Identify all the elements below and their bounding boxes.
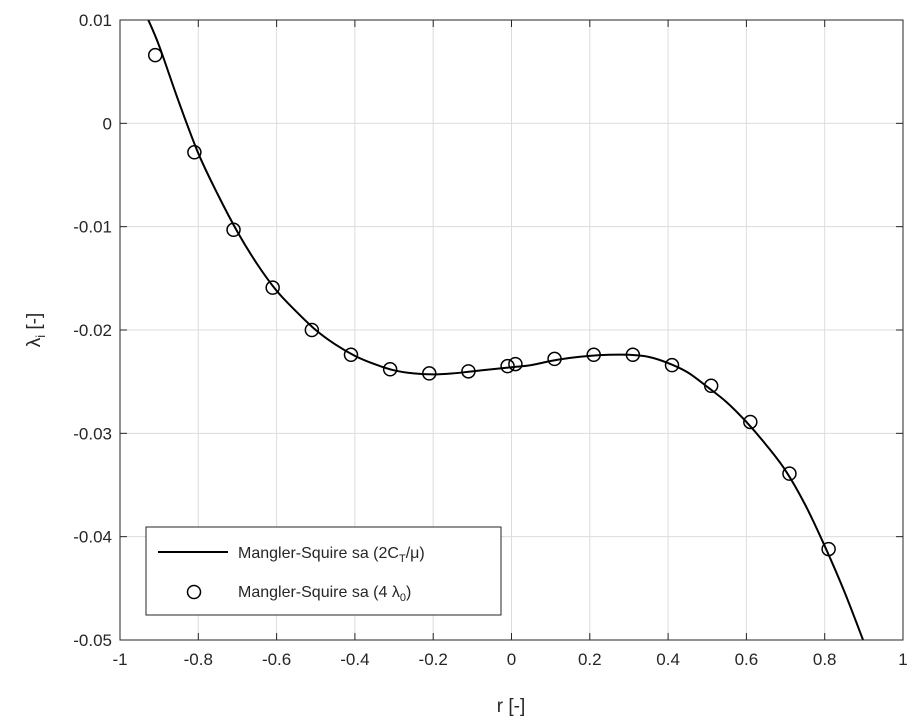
x-tick-label: 0.8: [813, 650, 837, 669]
y-tick-label: -0.03: [73, 424, 112, 443]
legend-label-markers-main: Mangler-Squire sa (4 λ: [238, 584, 400, 601]
x-tick-label: 1: [898, 650, 907, 669]
data-point: [703, 378, 719, 394]
data-point: [586, 347, 601, 363]
ticks: [119, 19, 904, 641]
data-point: [187, 145, 202, 160]
x-axis-label: r [-]: [497, 696, 526, 717]
legend-marker-swatch: [186, 584, 202, 600]
x-tick-label: -0.2: [419, 650, 448, 669]
legend-label-markers-subscript: 0: [400, 592, 406, 604]
y-axis-label: λi [-]: [24, 313, 48, 348]
y-tick-label: -0.04: [73, 528, 112, 547]
y-tick-label: -0.05: [73, 631, 112, 650]
y-axis-label-symbol: λ: [24, 337, 45, 347]
data-point: [422, 366, 437, 381]
x-tick-label: -0.8: [184, 650, 213, 669]
legend-label-markers: Mangler-Squire sa (4 λ0): [238, 584, 411, 604]
data-point: [821, 541, 836, 557]
data-point: [382, 362, 398, 377]
y-tick-label: 0.01: [79, 11, 112, 30]
data-point: [664, 357, 680, 373]
data-point: [500, 358, 515, 374]
x-tick-label: 0: [507, 650, 516, 669]
y-axis-label-unit: [-]: [24, 313, 45, 335]
data-point: [743, 414, 758, 430]
x-tick-label: -0.4: [340, 650, 369, 669]
x-tick-label: 0.4: [656, 650, 680, 669]
data-point: [265, 280, 280, 295]
x-tick-label: 0.6: [735, 650, 759, 669]
data-point: [782, 466, 797, 481]
x-tick-label: -0.6: [262, 650, 291, 669]
data-point: [343, 347, 359, 363]
data-point: [304, 322, 320, 338]
data-point: [547, 351, 562, 367]
x-tick-label: 0.2: [578, 650, 602, 669]
y-tick-label: -0.02: [73, 321, 112, 340]
data-point: [226, 222, 241, 238]
series-layer: [147, 20, 865, 640]
legend-box: [145, 526, 502, 616]
legend-label-line: Mangler-Squire sa (2CT/μ): [238, 545, 425, 565]
legend-label-line-subscript: T: [399, 553, 406, 565]
y-tick-label: 0: [103, 114, 112, 133]
data-point: [147, 47, 163, 63]
legend-label-markers-tail: ): [406, 584, 411, 601]
x-tick-label: -1: [112, 650, 127, 669]
y-axis-label-subscript: i: [33, 335, 48, 338]
y-tick-label: -0.01: [73, 218, 112, 237]
data-point: [508, 356, 523, 372]
legend: Mangler-Squire sa (2CT/μ) Mangler-Squire…: [145, 526, 502, 616]
data-point: [461, 364, 476, 379]
tick-labels: -1 -0.8 -0.6 -0.4 -0.2 0 0.2 0.4 0.6 0.8 1 -0.05 -0.…: [73, 11, 907, 669]
legend-label-line-tail: /μ): [406, 545, 425, 562]
legend-label-line-main: Mangler-Squire sa (2C: [238, 545, 399, 562]
data-point: [625, 347, 641, 363]
